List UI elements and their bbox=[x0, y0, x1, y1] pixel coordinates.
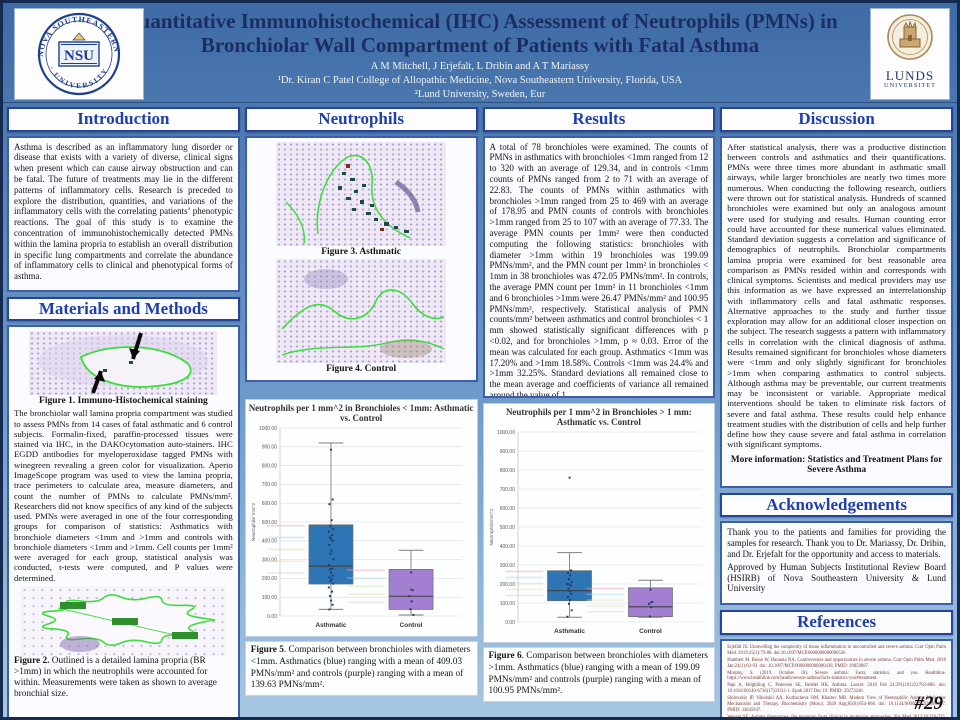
svg-text:0.00: 0.00 bbox=[267, 614, 277, 620]
poster-title-line2: Bronchiolar Wall Compartment of Patients… bbox=[200, 33, 760, 58]
affiliation-1: ¹Dr. Kiran C Patel College of Allopathic… bbox=[277, 74, 683, 86]
figure6-boxplot: 0.00 100.00 200.00 300.00 400.00 500.00 600.00… bbox=[489, 430, 702, 635]
acknowledgements-panel: Thank you to the patients and families f… bbox=[720, 521, 953, 606]
lund-logo-box: LUNDS UNIVERSITET bbox=[870, 8, 950, 100]
figure5-boxplot: 0.00 100.00 200.00 300.00 400.00 500.00 600.00… bbox=[251, 426, 462, 629]
poster-header: NOVA SOUTHEASTERN · UNIVERSITY · NSU bbox=[3, 3, 957, 103]
column-discussion: Discussion After statistical analysis, t… bbox=[720, 107, 953, 720]
svg-text:Control: Control bbox=[399, 622, 422, 629]
svg-text:×: × bbox=[329, 537, 332, 543]
references-panel: Erjefält JS. Unravelling the complexity … bbox=[720, 639, 953, 720]
svg-text:100.00: 100.00 bbox=[261, 595, 277, 601]
figure3-caption: Figure 3. Asthmatic bbox=[321, 246, 402, 257]
figure4-caption: Figure 4. Control bbox=[326, 363, 397, 374]
svg-text:500.00: 500.00 bbox=[499, 525, 515, 531]
section-header-introduction: Introduction bbox=[7, 107, 240, 132]
svg-text:400.00: 400.00 bbox=[499, 544, 515, 550]
methods-text: The bronchiolar wall lamina propria comp… bbox=[14, 408, 233, 583]
reference-item: Wenzel SE. Asthma phenotypes: the evolut… bbox=[727, 714, 946, 720]
svg-text:1000.00: 1000.00 bbox=[259, 426, 277, 432]
svg-text:300.00: 300.00 bbox=[499, 563, 515, 569]
section-header-discussion: Discussion bbox=[720, 107, 953, 132]
figure3-image bbox=[276, 141, 447, 246]
discussion-text: After statistical analysis, there was a … bbox=[727, 141, 946, 450]
results-panel: A total of 78 bronchioles were examined.… bbox=[482, 135, 716, 398]
svg-text:100.00: 100.00 bbox=[499, 601, 515, 607]
svg-text:×: × bbox=[567, 582, 570, 588]
svg-text:700.00: 700.00 bbox=[261, 483, 277, 489]
section-header-references: References bbox=[720, 610, 953, 636]
figure1-caption: Figure 1. Immuno-Histochemical staining bbox=[39, 396, 208, 407]
figure5-chart-panel: Neutrophils per 1 mm^2 in Bronchioles < … bbox=[244, 398, 478, 638]
svg-text:Neutrophils/mm^2: Neutrophils/mm^2 bbox=[489, 508, 494, 545]
figure6-chart-title: Neutrophils per 1 mm^2 in Bronchioles > … bbox=[505, 406, 692, 428]
svg-text:600.00: 600.00 bbox=[499, 506, 515, 512]
svg-text:800.00: 800.00 bbox=[261, 464, 277, 470]
svg-text:×: × bbox=[648, 601, 651, 607]
affiliation-2: ²Lund University, Sweden, Eur bbox=[414, 88, 546, 100]
svg-text:500.00: 500.00 bbox=[261, 520, 277, 526]
more-info-text: More information: Statistics and Treatme… bbox=[730, 454, 943, 475]
poster-number: #29 bbox=[914, 693, 944, 714]
reference-item: Murphy, S. (2019, October 18). Severe as… bbox=[727, 670, 946, 682]
reference-item: Shilovskiy IP, Nikolskii AA, Kurbacheva … bbox=[727, 696, 946, 713]
svg-text:400.00: 400.00 bbox=[261, 539, 277, 545]
svg-text:Asthmatic: Asthmatic bbox=[315, 622, 346, 629]
column-results: Results A total of 78 bronchioles were e… bbox=[482, 107, 716, 717]
svg-text:Neutrophils/ mm^2: Neutrophils/ mm^2 bbox=[251, 503, 256, 542]
svg-text:Asthmatic: Asthmatic bbox=[554, 628, 585, 635]
svg-text:800.00: 800.00 bbox=[499, 468, 515, 474]
column-introduction: Introduction Asthma is described as an i… bbox=[7, 107, 240, 717]
svg-text:600.00: 600.00 bbox=[261, 501, 277, 507]
figure4-image bbox=[276, 258, 447, 363]
neutrophils-figures-panel: Figure 3. Asthmatic Figure 4. Control bbox=[244, 135, 478, 382]
svg-text:300.00: 300.00 bbox=[261, 558, 277, 564]
section-header-neutrophils: Neutrophils bbox=[244, 107, 478, 132]
approval-text: Approved by Human Subjects Institutional… bbox=[727, 561, 946, 594]
svg-text:900.00: 900.00 bbox=[261, 445, 277, 451]
figure5-caption: Figure 5. Comparison between bronchioles… bbox=[244, 641, 478, 696]
authors-line: A M Mitchell, J Erjefalt, L Dribin and A… bbox=[370, 61, 590, 73]
methods-panel: Figure 1. Immuno-Histochemical staining … bbox=[7, 325, 240, 717]
svg-text:Control: Control bbox=[639, 628, 662, 635]
reference-item: Papi A, Brightling C, Pedersen SE, Redde… bbox=[727, 683, 946, 695]
discussion-panel: After statistical analysis, there was a … bbox=[720, 135, 953, 488]
figure6-caption: Figure 6. Comparison between bronchioles… bbox=[482, 647, 716, 702]
acknowledgements-text: Thank you to the patients and families f… bbox=[727, 527, 946, 559]
figure5-chart-title: Neutrophils per 1 mm^2 in Bronchioles < … bbox=[248, 402, 474, 424]
poster-title: Quantitative Immunohistochemical (IHC) A… bbox=[3, 3, 957, 57]
svg-text:0.00: 0.00 bbox=[505, 620, 515, 626]
reference-item: Hambert M, Busse W, Hanania NA. Controve… bbox=[727, 657, 946, 669]
svg-text:700.00: 700.00 bbox=[499, 487, 515, 493]
introduction-panel: Asthma is described as an inflammatory l… bbox=[7, 135, 240, 292]
nsu-seal-icon: NOVA SOUTHEASTERN · UNIVERSITY · NSU bbox=[13, 3, 121, 96]
section-header-results: Results bbox=[482, 107, 716, 132]
svg-text:200.00: 200.00 bbox=[499, 582, 515, 588]
figure2-caption: Figure 2. Outlined is a detailed lamina … bbox=[14, 655, 217, 700]
lund-logo-line1: LUNDS bbox=[885, 68, 935, 83]
section-header-methods: Materials and Methods bbox=[7, 296, 240, 322]
figure6-chart-panel: Neutrophils per 1 mm^2 in Bronchioles > … bbox=[482, 402, 716, 644]
references-list: Erjefält JS. Unravelling the complexity … bbox=[727, 645, 946, 720]
figure2-image bbox=[20, 585, 227, 656]
lund-logo-line2: UNIVERSITET bbox=[884, 82, 936, 89]
svg-text:200.00: 200.00 bbox=[261, 577, 277, 583]
poster-title-line1: Quantitative Immunohistochemical (IHC) A… bbox=[122, 9, 838, 33]
nsu-logo-box: NOVA SOUTHEASTERN · UNIVERSITY · NSU bbox=[13, 3, 144, 100]
results-text: A total of 78 bronchioles were examined.… bbox=[489, 141, 709, 398]
template-watermark: TEMPLATE DESIGN © 2008 www.PosterPresent… bbox=[40, 702, 108, 716]
lund-crest-icon bbox=[887, 14, 933, 60]
section-header-acknowledgements: Acknowledgements bbox=[720, 492, 953, 518]
svg-text:NSU: NSU bbox=[64, 48, 94, 64]
svg-text:1000.00: 1000.00 bbox=[496, 430, 514, 436]
svg-text:×: × bbox=[409, 588, 412, 594]
figure1-image bbox=[29, 331, 218, 396]
column-neutrophils: Neutrophils bbox=[244, 107, 478, 717]
svg-text:900.00: 900.00 bbox=[499, 449, 515, 455]
reference-item: Erjefält JS. Unravelling the complexity … bbox=[727, 645, 946, 656]
introduction-text: Asthma is described as an inflammatory l… bbox=[14, 141, 233, 282]
